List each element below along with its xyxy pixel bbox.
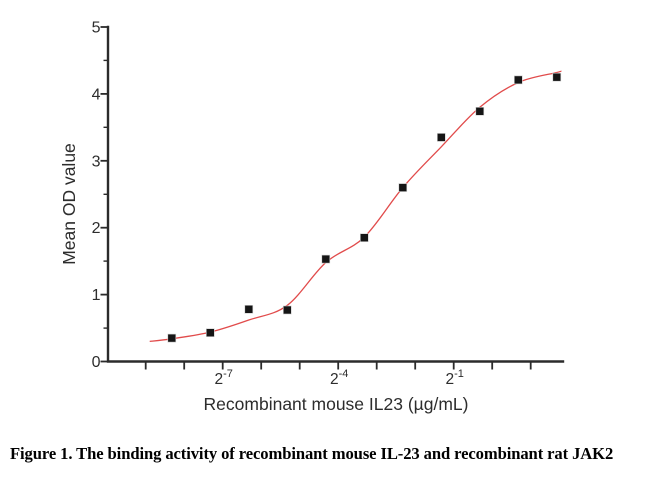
y-tick-label: 5 — [92, 20, 101, 37]
binding-activity-chart: 2-7 2-4 2-1 0 1 2 3 4 5 Mean OD value Recombina… — [59, 20, 565, 414]
y-tick-label: 2 — [92, 220, 101, 237]
x-tick-label: 2-4 — [330, 368, 348, 388]
data-point — [552, 72, 562, 82]
x-tick-labels: 2-7 2-4 2-1 — [214, 368, 463, 388]
y-axis-title: Mean OD value — [59, 143, 79, 265]
axis-lines — [106, 25, 565, 363]
y-tick-label: 3 — [92, 153, 101, 170]
y-tick-label: 0 — [92, 354, 101, 371]
x-tick-label: 2-1 — [445, 368, 463, 388]
data-point — [206, 328, 215, 338]
data-point — [475, 107, 485, 116]
data-point — [321, 254, 331, 264]
y-tick-label: 4 — [92, 86, 101, 103]
data-point — [167, 333, 177, 343]
x-axis-title: Recombinant mouse IL23 (µg/mL) — [204, 394, 469, 414]
data-point — [244, 304, 254, 314]
y-tick-label: 1 — [92, 287, 101, 304]
data-point — [398, 183, 408, 192]
data-points-layer — [167, 72, 562, 343]
axes-layer — [100, 25, 565, 370]
fit-curve-layer — [149, 70, 562, 343]
sigmoid-fit-curve — [149, 70, 562, 343]
data-point — [359, 233, 369, 242]
data-point — [436, 133, 446, 142]
chart-canvas: 2-7 2-4 2-1 0 1 2 3 4 5 Mean OD value Recombina… — [59, 20, 565, 414]
x-tick-label: 2-7 — [214, 368, 232, 388]
data-point — [282, 305, 292, 315]
y-tick-labels: 0 1 2 3 4 5 — [92, 20, 101, 372]
figure-caption: Figure 1. The binding activity of recomb… — [10, 444, 614, 463]
data-point — [513, 75, 523, 85]
